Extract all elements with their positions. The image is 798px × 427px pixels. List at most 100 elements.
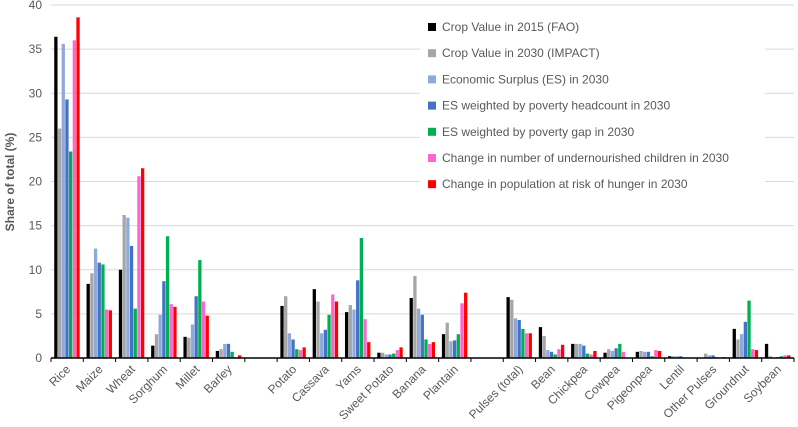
bar — [298, 350, 303, 358]
bar — [751, 349, 755, 358]
y-tick-label: 0 — [35, 351, 42, 365]
bar — [334, 301, 339, 358]
bar — [384, 354, 388, 358]
legend-swatch — [428, 49, 436, 58]
y-tick-label: 20 — [29, 175, 43, 189]
bar — [409, 297, 413, 358]
bar — [679, 356, 683, 358]
bar — [367, 342, 371, 358]
bar — [162, 281, 166, 358]
bar — [363, 319, 367, 358]
bar — [291, 339, 295, 358]
x-tick-label: Barley — [201, 362, 235, 396]
bar — [707, 355, 711, 358]
bar — [65, 99, 69, 359]
bar — [165, 236, 170, 358]
bar — [352, 309, 356, 358]
bar — [610, 350, 615, 358]
bar — [449, 341, 453, 358]
y-tick-label: 10 — [29, 263, 43, 277]
legend-label: ES weighted by poverty headcount in 2030 — [442, 99, 670, 113]
bar — [388, 354, 392, 358]
bar — [593, 350, 597, 358]
legend-label: Economic Surplus (ES) in 2030 — [442, 72, 609, 86]
bar — [129, 245, 134, 358]
bar — [312, 289, 316, 358]
y-tick-label: 35 — [29, 42, 43, 56]
bar — [538, 327, 543, 358]
bar — [395, 350, 400, 358]
bar — [650, 356, 654, 358]
bar — [205, 315, 209, 358]
legend-swatch — [428, 101, 436, 110]
bar — [344, 312, 349, 358]
legend-swatch — [428, 154, 436, 162]
legend-swatch — [428, 23, 436, 31]
y-tick-label: 5 — [35, 307, 42, 321]
bar — [646, 351, 651, 358]
bar — [549, 351, 554, 358]
bar — [183, 336, 187, 358]
bar — [445, 322, 449, 358]
bar — [614, 348, 618, 358]
bar — [517, 320, 521, 358]
bar — [316, 301, 320, 358]
legend-swatch — [428, 180, 436, 189]
bar — [97, 262, 101, 358]
x-tick-label: Rice — [46, 362, 73, 389]
bar — [431, 342, 436, 358]
y-tick-label: 30 — [29, 86, 43, 100]
bar — [420, 314, 424, 358]
bar — [560, 344, 565, 358]
bar — [280, 305, 284, 358]
bar — [320, 333, 324, 358]
bar — [61, 43, 65, 359]
bar — [348, 305, 352, 358]
bar — [704, 353, 708, 358]
bar — [643, 351, 647, 358]
bar — [223, 343, 227, 358]
bar — [557, 349, 561, 358]
bar — [219, 349, 223, 358]
bar — [93, 248, 98, 358]
legend-label: Change in number of undernourished child… — [442, 151, 729, 165]
bar — [513, 318, 518, 358]
bar — [424, 339, 428, 358]
bar — [524, 333, 529, 358]
bar — [151, 345, 155, 358]
bar — [140, 168, 145, 358]
bar — [546, 350, 550, 358]
bar — [169, 304, 173, 358]
bar — [173, 306, 177, 358]
bar — [732, 328, 736, 358]
bar — [154, 334, 159, 358]
bar — [54, 36, 58, 359]
x-tick-label: Pulses (total) — [466, 362, 525, 421]
bar — [456, 334, 460, 358]
legend-label: Change in population at risk of hunger i… — [442, 177, 688, 191]
y-tick-label: 15 — [29, 219, 43, 233]
bar — [506, 297, 510, 358]
bar — [158, 314, 162, 358]
y-axis-label: Share of total (%) — [3, 133, 17, 232]
bar — [635, 351, 640, 358]
bar — [657, 350, 662, 358]
bar — [137, 176, 141, 358]
bar — [668, 356, 672, 358]
y-tick-label: 40 — [29, 0, 43, 12]
bar — [392, 353, 396, 358]
bar — [122, 215, 126, 358]
bar — [399, 347, 403, 358]
bar — [76, 17, 80, 358]
bar — [72, 40, 76, 359]
bar — [356, 280, 360, 358]
legend-box — [420, 12, 765, 215]
legend: Crop Value in 2015 (FAO) Crop Value in 20… — [420, 12, 765, 215]
bar — [607, 349, 611, 358]
bar — [768, 356, 772, 358]
bar — [226, 343, 231, 358]
x-tick-label: Plantain — [420, 362, 461, 403]
bar — [237, 355, 242, 358]
